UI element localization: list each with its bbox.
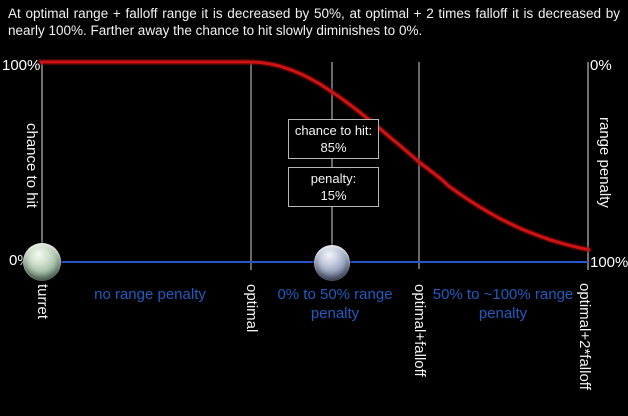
chance-to-hit-callout: chance to hit: 85% [288, 119, 379, 159]
target-sphere [314, 245, 350, 281]
penalty-callout-label: penalty: [310, 171, 357, 186]
chance-to-hit-callout-label: chance to hit: [294, 123, 373, 138]
intro-text: At optimal range + falloff range it is d… [8, 6, 620, 38]
right-axis-bottom-label: 100% [590, 254, 628, 271]
hit-chance-curve [39, 60, 591, 252]
chance-to-hit-callout-value: 85% [320, 140, 347, 155]
left-axis-top-label: 100% [2, 57, 41, 74]
right-axis-top-label: 0% [590, 57, 612, 74]
x-label-turret: turret [34, 284, 51, 320]
turret-sphere [23, 243, 61, 281]
left-axis-title: chance to hit [23, 123, 40, 209]
penalty-callout: penalty: 15% [288, 167, 379, 207]
right-axis-title: range penalty [596, 117, 613, 208]
zone-label-0-50-penalty: 0% to 50% range penalty [277, 286, 393, 322]
zone-label-50-100-penalty: 50% to ~100% range penalty [432, 286, 574, 322]
penalty-callout-value: 15% [320, 188, 347, 203]
zone-label-no-penalty: no range penalty [94, 286, 206, 303]
